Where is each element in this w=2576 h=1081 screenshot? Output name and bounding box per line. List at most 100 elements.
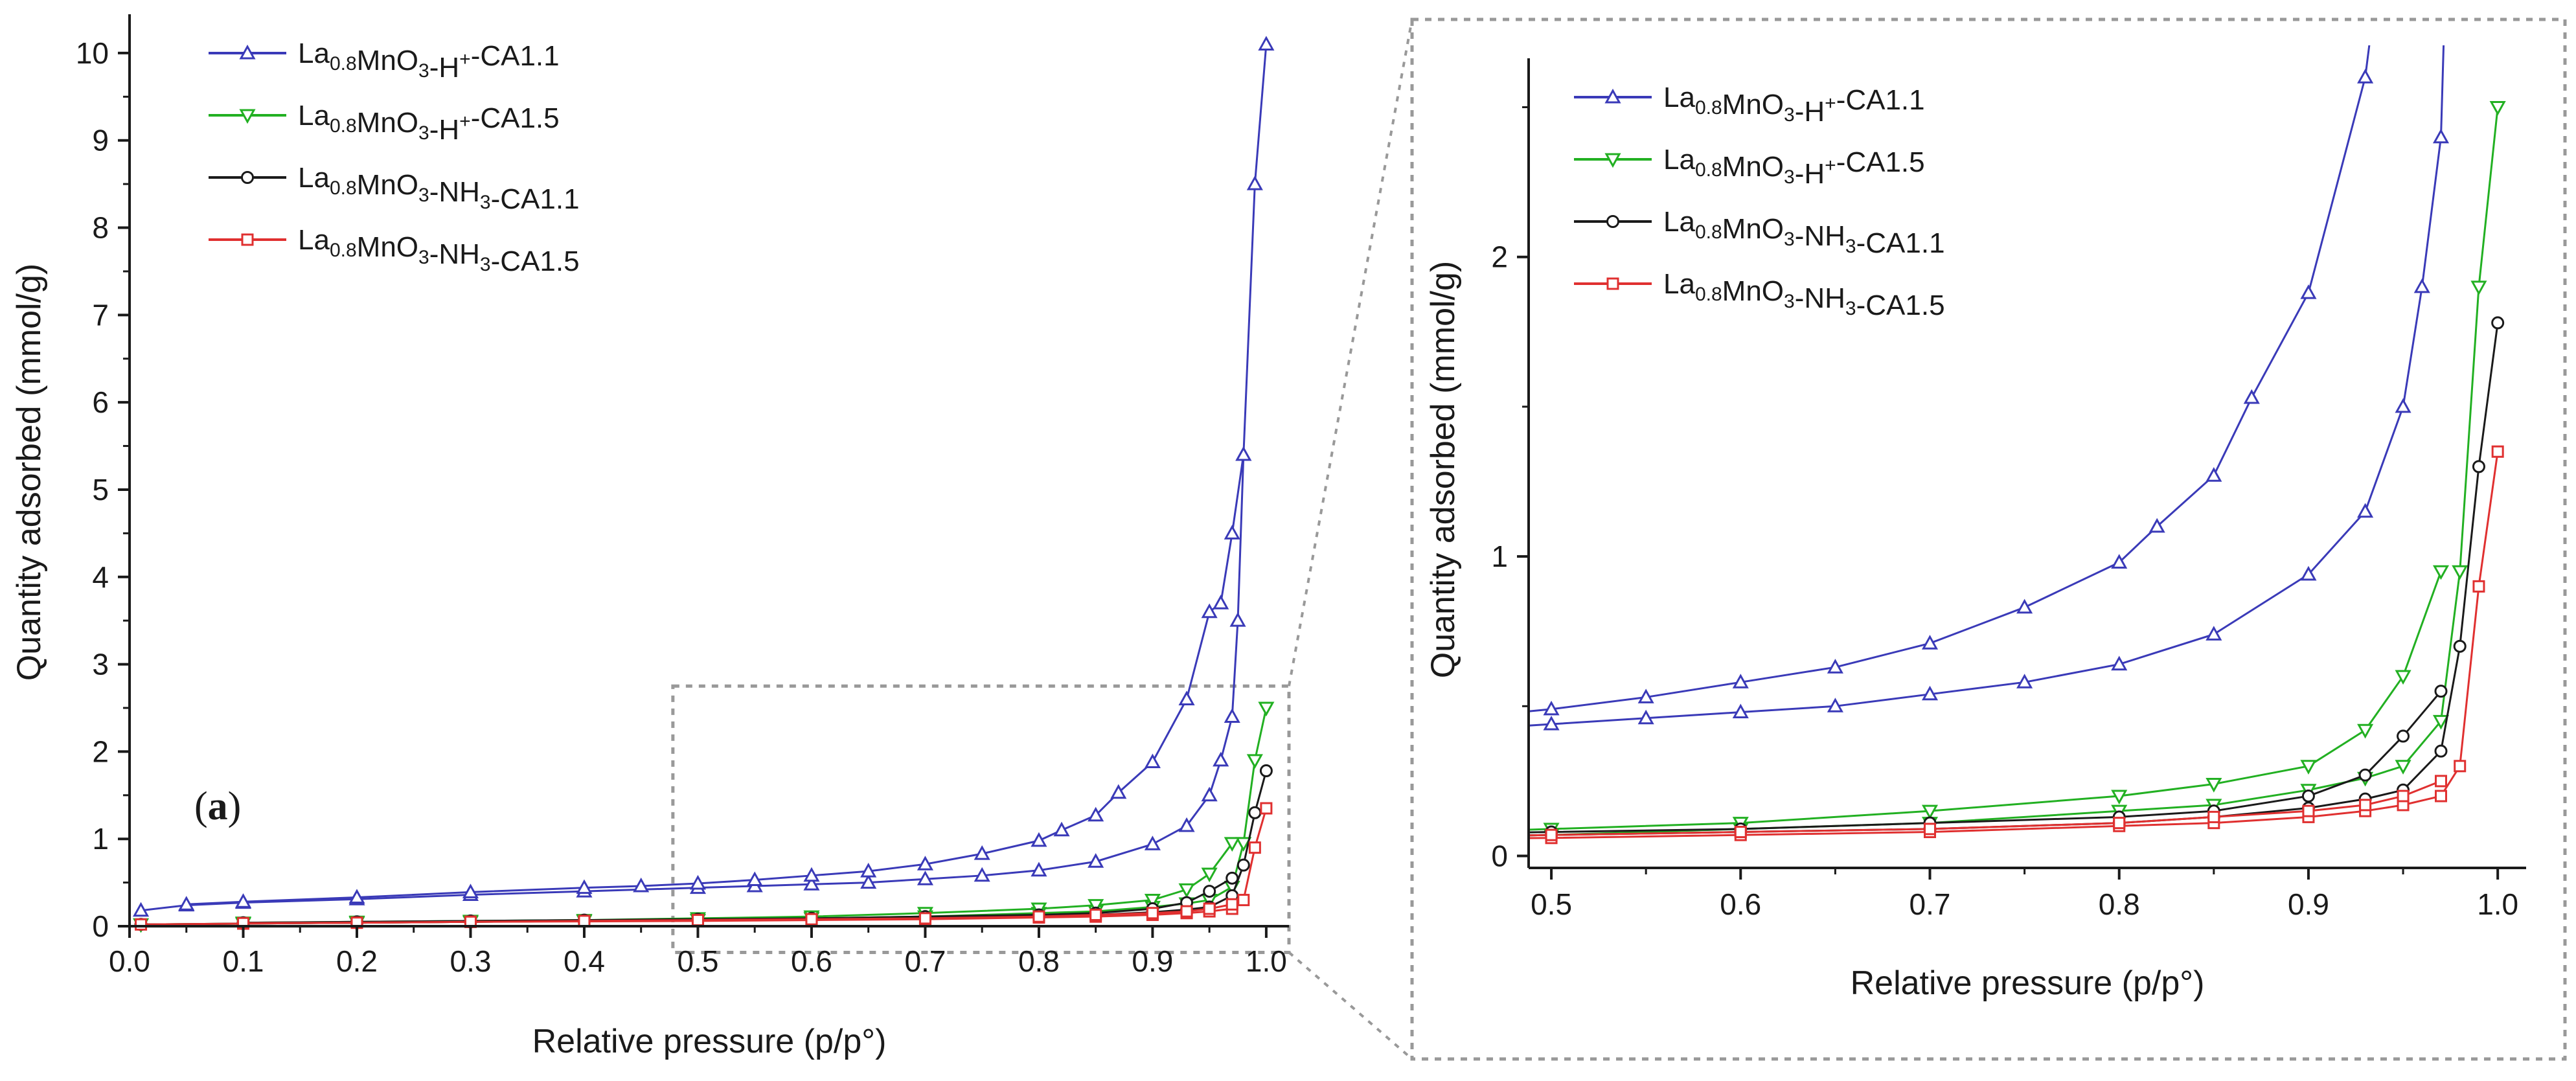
y-tick-label: 6 [92, 385, 109, 419]
x-tick-label: 0.6 [1720, 887, 1761, 921]
legend-label-end: -CA1.5 [1836, 146, 1925, 178]
legend-label-sub1: 0.8 [330, 177, 357, 199]
x-tick-label: 0.8 [1018, 944, 1060, 978]
data-point-s2-desorption-2 [2357, 723, 2374, 739]
right-legend: La0.8MnO3-H+-CA1.1La0.8MnO3-H+-CA1.5La0.… [1574, 82, 1945, 321]
legend-label: La0.8MnO3-NH3-CA1.5 [1663, 268, 1945, 321]
legend-entry-s4: La0.8MnO3-NH3-CA1.5 [1574, 268, 1945, 321]
legend-label-sub2: 3 [1784, 229, 1795, 250]
data-point-s4-desorption-11 [978, 839, 988, 849]
legend-label-sup: + [459, 49, 471, 70]
x-tick-label: 0.8 [2099, 887, 2140, 921]
legend-label-tail: -H [429, 52, 459, 84]
data-point-s2-desorption-3 [1144, 894, 1161, 909]
data-point-s3-adsorption-3 [1167, 836, 1178, 847]
data-point-s1-desorption-8 [2149, 518, 2165, 533]
data-point-s4-adsorption-15 [1248, 841, 1261, 854]
data-point-s1-desorption-3 [1201, 603, 1218, 619]
data-point-s4-desorption-7 [805, 913, 818, 926]
data-point-s4-desorption-6 [918, 912, 931, 925]
data-point-s1-desorption-0 [1235, 446, 1252, 461]
data-point-s1-desorption-1 [1224, 525, 1240, 540]
legend-entry-s1: La0.8MnO3-H+-CA1.1 [209, 38, 560, 84]
legend-label-tail: -NH [1795, 282, 1845, 314]
data-point-s1-desorption-9 [1031, 832, 1047, 847]
data-point-s1-desorption-5 [2300, 284, 2317, 299]
data-point-s3-adsorption-16 [1259, 764, 1273, 778]
legend-label-sub2: 3 [418, 185, 429, 206]
data-point-s1-adsorption-10 [1921, 685, 1939, 701]
legend-label-tail: -H [1795, 158, 1825, 190]
series-s2 [132, 701, 1275, 933]
x-tick-label: 0.6 [791, 944, 832, 978]
data-point-s3-adsorption-15 [1248, 806, 1262, 819]
data-point-s3-adsorption-4 [1356, 832, 1367, 843]
data-point-s4-adsorption-0 [135, 918, 148, 931]
legend-label-tail: -NH [429, 176, 480, 208]
data-point-s3-adsorption-14 [1237, 858, 1250, 872]
data-point-s1-adsorption-4 [1167, 742, 1180, 753]
legend-label-tail: -NH [429, 238, 480, 270]
legend-label-tail: -H [429, 114, 459, 146]
data-point-s2-adsorption-16 [2489, 100, 2506, 116]
data-point-s4-adsorption-16 [1260, 802, 1273, 815]
legend-label-end: -CA1.1 [1856, 227, 1945, 259]
data-point-s1-desorption-21 [178, 896, 195, 911]
y-tick-label: 7 [92, 298, 109, 332]
y-tick-label: 1 [92, 822, 109, 856]
data-point-s1-desorption-19 [977, 751, 990, 762]
data-point-s4-desorption-10 [1168, 836, 1178, 846]
data-point-s4-desorption-8 [691, 914, 704, 927]
x-tick-label: 0.2 [336, 944, 378, 978]
legend-swatch-marker [241, 171, 254, 184]
data-point-s1-desorption-4 [1178, 690, 1195, 705]
data-point-s1-adsorption-18 [2432, 128, 2450, 144]
legend-label-base: La [1663, 206, 1695, 238]
legend-label-sup: + [1825, 155, 1836, 176]
data-point-s2-adsorption-15 [1246, 754, 1263, 769]
data-point-s2-adsorption-14 [2452, 565, 2468, 580]
legend-label-sub1: 0.8 [330, 115, 357, 137]
data-point-s2-adsorption-1 [788, 842, 801, 854]
data-point-s2-adsorption-0 [617, 845, 630, 856]
panel-label-close: ) [228, 784, 242, 828]
data-point-s1-adsorption-0 [617, 795, 630, 807]
legend-label-base: La [1663, 268, 1695, 300]
legend-label: La0.8MnO3-H+-CA1.1 [298, 38, 560, 84]
data-point-s3-adsorption-13 [2434, 744, 2448, 758]
legend-label-sub1: 0.8 [1695, 97, 1722, 119]
data-point-s2-adsorption-4 [1356, 833, 1369, 845]
data-point-s1-adsorption-9 [860, 874, 877, 889]
data-point-s1-adsorption-19 [1229, 612, 1246, 627]
legend-label-sub1: 0.8 [1695, 159, 1722, 181]
data-point-s2-adsorption-15 [2470, 280, 2487, 296]
data-point-s4-adsorption-16 [2491, 445, 2504, 458]
data-point-s3-desorption-0 [2434, 685, 2448, 698]
data-point-s4-adsorption-1 [789, 842, 799, 852]
legend-swatch-marker [1604, 153, 1621, 168]
legend-label-base: La [298, 162, 330, 194]
panel-label-open: ( [194, 784, 208, 828]
legend-label-mid: MnO [357, 231, 418, 263]
legend-label-sub1: 0.8 [330, 240, 357, 261]
left-x-axis-label: Relative pressure (p/p°) [532, 1023, 887, 1060]
data-point-s4-desorption-2 [2359, 799, 2372, 812]
legend-entry-s1: La0.8MnO3-H+-CA1.1 [1574, 82, 1925, 128]
data-point-s1-adsorption-13 [2206, 626, 2222, 641]
data-point-s1-adsorption-10 [917, 870, 933, 885]
y-tick-label: 2 [92, 734, 109, 768]
data-point-s1-adsorption-14 [2300, 565, 2317, 581]
data-point-s3-desorption-0 [1225, 871, 1239, 885]
y-tick-label: 1 [1491, 540, 1508, 573]
data-point-s1-desorption-6 [2243, 389, 2260, 404]
legend-entry-s3: La0.8MnO3-NH3-CA1.1 [1574, 206, 1945, 259]
data-point-s1-desorption-8 [1053, 821, 1070, 837]
legend-label: La0.8MnO3-H+-CA1.5 [298, 100, 560, 146]
data-point-s2-adsorption-14 [1235, 837, 1252, 852]
data-point-s1-desorption-14 [1637, 688, 1654, 703]
data-point-s3-adsorption-16 [2491, 316, 2505, 330]
data-point-s2-desorption-10 [1167, 833, 1180, 845]
legend-label-end: -CA1.5 [1856, 290, 1945, 321]
legend-label-sub3: 3 [1845, 236, 1856, 257]
y-tick-label: 4 [92, 560, 109, 594]
